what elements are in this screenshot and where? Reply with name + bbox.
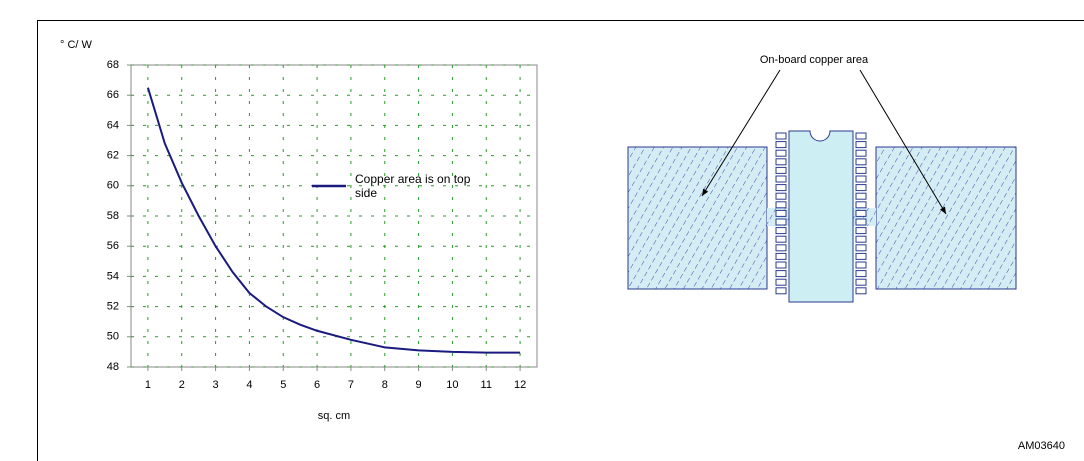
ic-pin [775,149,787,157]
arrow [859,69,947,215]
ic-package [788,130,854,303]
x-tick-label: 9 [416,379,422,391]
ic-pin [775,287,787,295]
ic-pin [855,149,867,157]
x-tick-label: 12 [514,379,526,391]
ic-pin [855,287,867,295]
ic-pin [775,235,787,243]
ic-pin [855,244,867,252]
y-tick-label: 58 [107,210,119,222]
x-tick-label: 4 [246,379,252,391]
y-tick-label: 52 [107,301,119,313]
ic-pin [855,235,867,243]
ic-pin [775,261,787,269]
y-tick-label: 60 [107,180,119,192]
x-tick-label: 11 [481,379,492,391]
ic-pin [855,166,867,174]
ic-pin [855,132,867,140]
x-tick-label: 7 [348,379,354,391]
y-axis-label: ° C/ W [60,39,93,51]
y-tick-label: 66 [107,89,119,101]
ic-pin [855,158,867,166]
x-tick-label: 8 [382,379,388,391]
ic-pin [855,192,867,200]
ic-pin [855,252,867,260]
ic-pin [855,261,867,269]
y-tick-label: 56 [107,240,119,252]
ic-pin [775,175,787,183]
ic-pin [775,201,787,209]
ic-pin [775,218,787,226]
x-tick-label: 5 [280,379,286,391]
ic-pin [775,209,787,217]
y-tick-label: 48 [107,361,119,373]
ic-pin [855,184,867,192]
data-line [146,87,521,354]
ic-pin [855,270,867,278]
ic-pin [775,227,787,235]
x-tick-label: 2 [179,379,185,391]
ic-pin [775,158,787,166]
ic-pin [855,278,867,286]
x-tick-label: 10 [446,379,458,391]
ic-pin [775,192,787,200]
y-tick-label: 62 [107,150,119,162]
legend-text: Copper area is on top side [355,172,471,200]
ic-pin [855,201,867,209]
y-tick-label: 68 [107,59,119,71]
y-tick-label: 64 [107,119,119,131]
copper-area [875,146,1017,290]
diagram-label: On-board copper area [760,54,869,66]
y-tick-label: 50 [107,331,119,343]
x-tick-label: 1 [145,379,151,391]
ic-pin [775,132,787,140]
x-tick-label: 6 [314,379,320,391]
ic-pin [855,141,867,149]
ic-pin [855,218,867,226]
arrow [701,69,781,197]
y-tick-label: 54 [107,270,119,282]
ic-pin [855,227,867,235]
copper-area [627,146,768,290]
x-axis-label: sq. cm [318,410,350,422]
ic-pin [775,244,787,252]
x-tick-label: 3 [213,379,219,391]
ic-pin [775,270,787,278]
ic-pin [775,278,787,286]
diagram: On-board copper area [627,54,1017,303]
ic-pin [775,141,787,149]
ic-pin [855,209,867,217]
ic-pin [775,166,787,174]
frame [37,20,1084,461]
figure-id: AM03640 [1018,440,1065,452]
ic-pin [775,252,787,260]
ic-pin [775,184,787,192]
ic-pin [855,175,867,183]
